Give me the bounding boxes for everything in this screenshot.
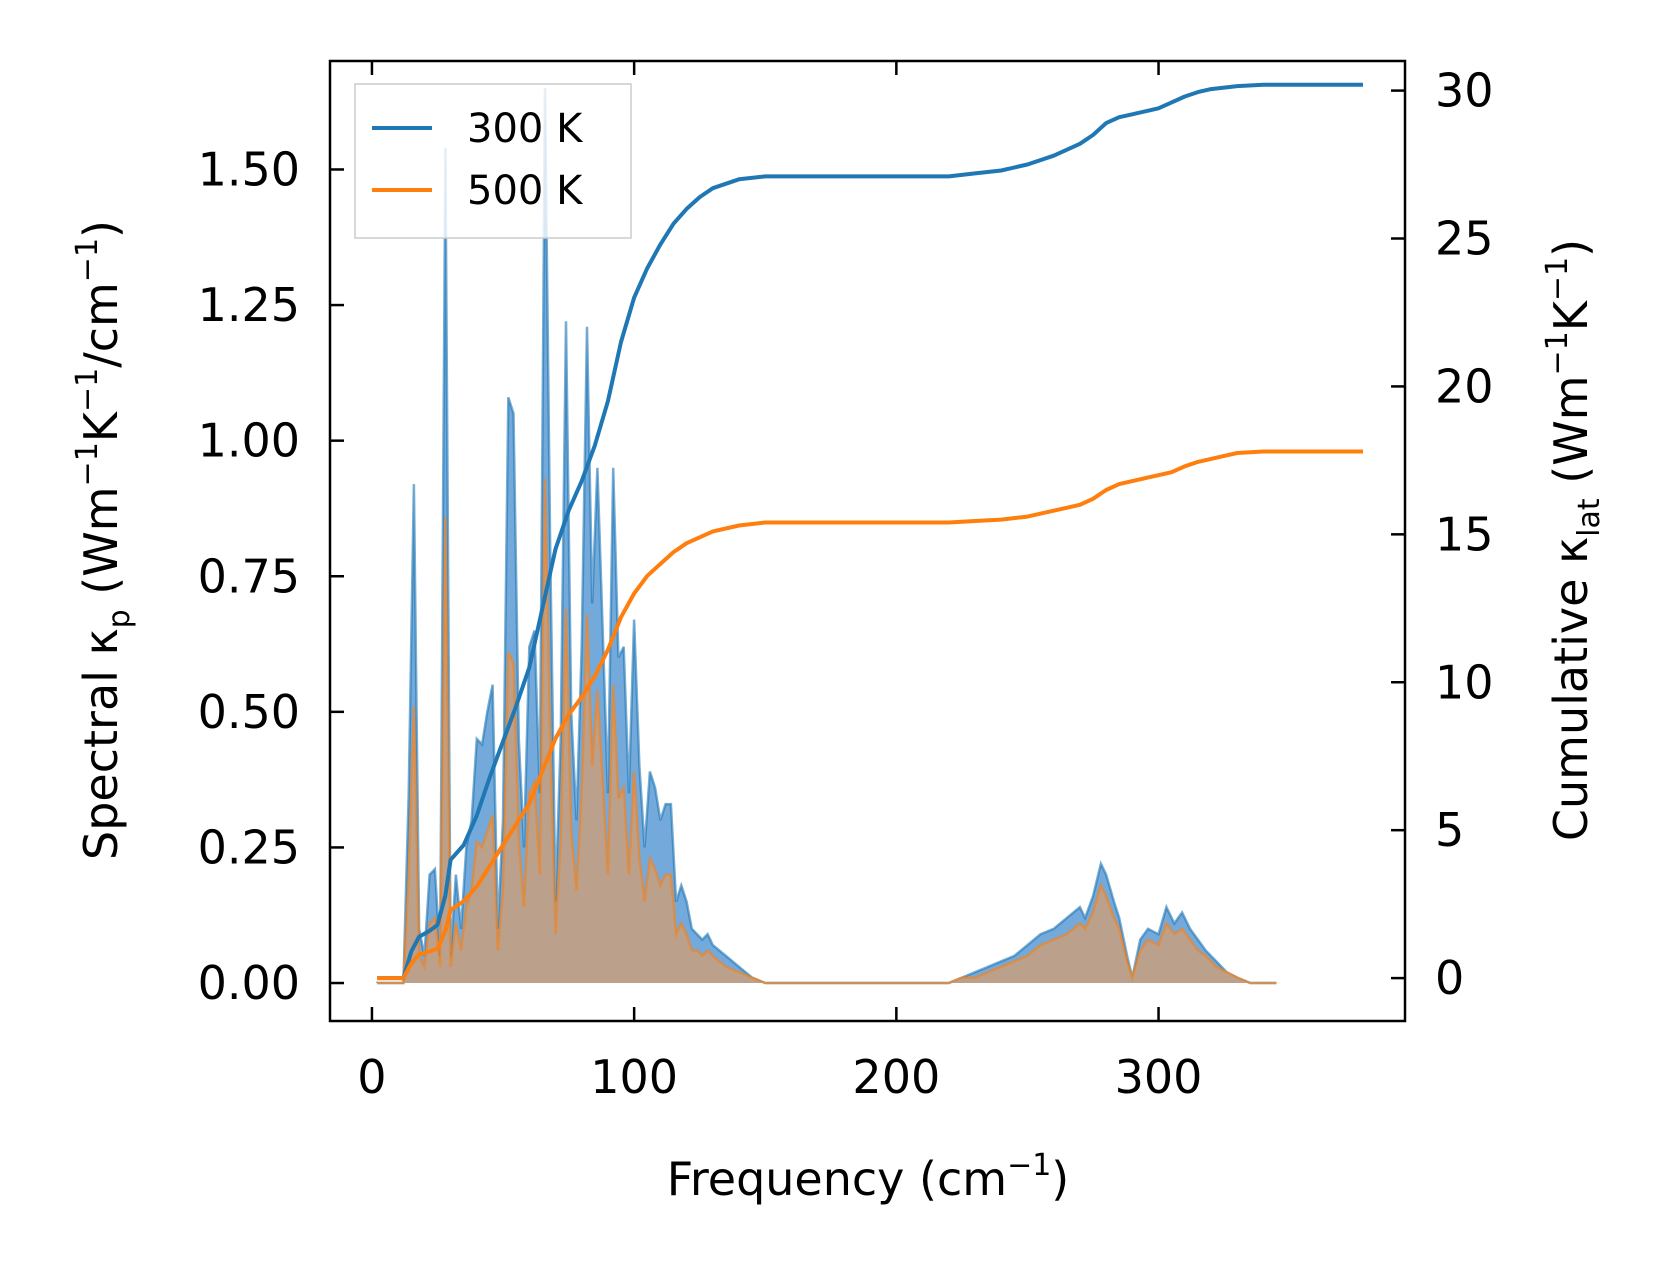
x-tick-label: 100 (590, 1050, 678, 1104)
y-tick-label-left: 0.50 (198, 685, 300, 739)
plot-area (375, 82, 1363, 985)
x-tick-label: 200 (852, 1050, 940, 1104)
plot-frame (328, 59, 1407, 1023)
y-tick-label-right: 10 (1435, 655, 1494, 709)
y-tick-label-right: 30 (1435, 64, 1494, 118)
y-tick-label-left: 0.75 (198, 549, 300, 603)
cumulative-line-300k (377, 82, 1363, 981)
y-tick-label-right: 15 (1435, 507, 1494, 561)
y-tick-label-right: 25 (1435, 212, 1494, 266)
y-tick-label-left: 0.25 (198, 820, 300, 874)
legend: 300 K 500 K (354, 83, 632, 239)
legend-label-300k: 300 K (467, 106, 584, 152)
x-axis-label: Frequency (cm−1) (667, 1148, 1070, 1206)
legend-label-500k: 500 K (467, 168, 584, 214)
y-tick-label-left: 1.00 (198, 414, 300, 468)
y-tick-label-right: 0 (1435, 951, 1464, 1005)
y-tick-label-left: 1.25 (198, 278, 300, 332)
x-tick-label: 0 (357, 1050, 386, 1104)
y-tick-label-left: 1.50 (198, 142, 300, 196)
y-axis-label-right: Cumulative κlat (Wm−1K−1) (1540, 239, 1607, 841)
y-tick-label-right: 20 (1435, 359, 1494, 413)
x-tick-label: 300 (1115, 1050, 1203, 1104)
y-tick-label-right: 5 (1435, 803, 1464, 857)
ticks: 0 100 200 300 0.00 0.25 0.50 0.75 1.00 1.25 1.50 0 5… (198, 61, 1494, 1104)
y-tick-label-left: 0.00 (198, 956, 300, 1010)
cumulative-line-500k (377, 449, 1363, 981)
y-axis-label-left: Spectral κp (Wm−1K−1/cm−1) (70, 220, 137, 860)
spectral-area-500k (375, 478, 1277, 985)
legend-box (354, 83, 632, 239)
